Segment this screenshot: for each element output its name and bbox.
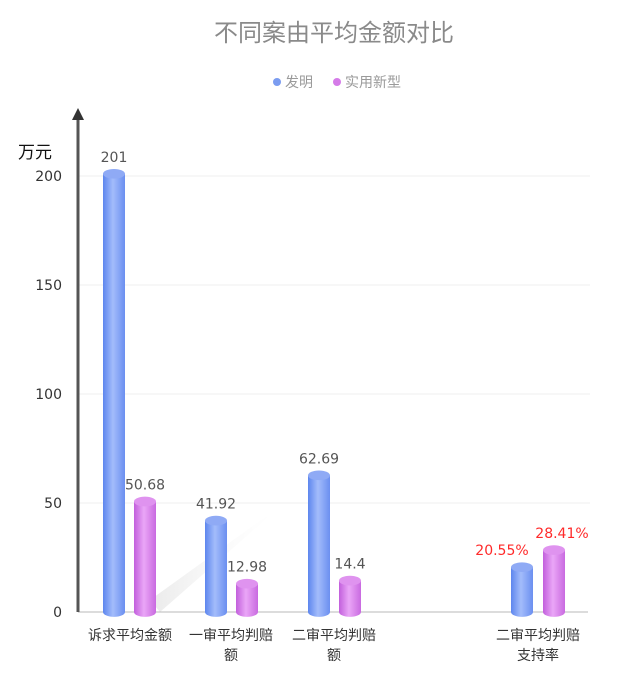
bar-invention-2 [308,470,330,617]
bar-base [543,607,565,617]
data-label-invention-0: 201 [101,150,128,166]
data-label-utility-model-1: 12.98 [227,560,267,576]
bar-top [134,496,156,507]
bar-base [236,607,258,617]
bar-utility-model-0 [134,496,156,617]
y-tick-label-50: 50 [44,496,62,512]
bar-top [339,575,361,586]
bar-base [103,607,125,617]
bar-body [308,475,330,612]
bar-base [134,607,156,617]
bar-body [511,567,533,612]
data-label-invention-3: 20.55% [475,543,528,559]
bar-body [339,580,361,612]
x-tick-label-2-1: 额 [327,648,341,664]
bar-top [103,168,125,179]
bar-invention-3 [511,562,533,617]
bar-base [205,607,227,617]
x-tick-label-3-0: 二审平均判赔 [496,628,580,644]
y-tick-label-200: 200 [35,169,62,185]
bar-base [308,607,330,617]
x-tick-label-2-0: 二审平均判赔 [292,628,376,644]
bar-body [205,520,227,612]
y-axis-arrow [72,108,84,120]
bar-top [236,578,258,589]
bar-base [511,607,533,617]
bar-invention-1 [205,515,227,617]
y-tick-label-100: 100 [35,387,62,403]
bar-top [205,515,227,526]
bar-top [308,470,330,481]
data-label-utility-model-0: 50.68 [125,478,165,494]
bar-body [103,173,125,612]
y-axis-label: 万元 [18,143,52,163]
bar-invention-0 [103,168,125,617]
data-label-utility-model-3: 28.41% [535,526,588,542]
y-tick-label-150: 150 [35,278,62,294]
bar-utility-model-2 [339,575,361,617]
legend: 发明 实用新型 [273,75,401,91]
bar-body [236,583,258,612]
data-label-utility-model-2: 14.4 [334,557,365,573]
bar-utility-model-1 [236,578,258,617]
x-tick-label-0-0: 诉求平均金额 [88,628,172,644]
bar-body [134,501,156,612]
bar-utility-model-3 [543,545,565,617]
y-tick-label-0: 0 [53,605,62,621]
x-tick-label-3-1: 支持率 [517,647,559,664]
data-label-invention-2: 62.69 [299,451,339,467]
data-label-invention-1: 41.92 [196,497,236,513]
bar-top [511,562,533,573]
legend-label-utility-model[interactable]: 实用新型 [345,75,401,91]
legend-marker-invention [273,78,281,86]
x-tick-label-1-1: 额 [224,648,238,664]
bar-base [339,607,361,617]
bar-body [543,550,565,612]
chart-title: 不同案由平均金额对比 [214,19,454,47]
legend-label-invention[interactable]: 发明 [285,75,313,91]
x-tick-label-1-0: 一审平均判赔 [189,628,273,644]
legend-marker-utility-model [333,78,341,86]
bar-top [543,545,565,555]
